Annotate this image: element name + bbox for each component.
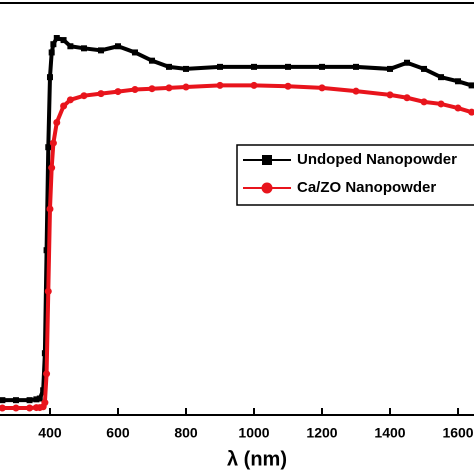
marker (33, 396, 40, 403)
marker (352, 87, 360, 95)
marker (12, 397, 19, 404)
legend-box (236, 144, 474, 206)
marker (182, 65, 189, 72)
marker (46, 74, 53, 81)
marker (0, 404, 6, 412)
x-tick-label: 400 (38, 425, 62, 441)
marker (60, 37, 67, 44)
marker (165, 84, 173, 92)
marker (468, 82, 474, 89)
marker (97, 47, 104, 54)
marker (387, 65, 394, 72)
marker (182, 83, 190, 91)
marker (0, 397, 6, 404)
marker (455, 78, 462, 85)
marker (437, 100, 445, 108)
series-line (2, 35, 473, 403)
marker (438, 74, 445, 81)
marker (131, 86, 139, 94)
marker (53, 118, 61, 126)
marker (114, 43, 121, 50)
marker (48, 49, 55, 56)
marker (468, 108, 474, 116)
legend-marker (262, 155, 272, 165)
x-tick-label: 1000 (238, 425, 269, 441)
marker (353, 63, 360, 70)
marker (53, 35, 60, 42)
marker (50, 41, 57, 48)
marker (285, 63, 292, 70)
marker (250, 81, 258, 89)
marker (46, 205, 54, 213)
marker (97, 90, 105, 98)
x-tick-label: 800 (174, 425, 198, 441)
marker (148, 85, 156, 93)
marker (60, 102, 68, 110)
marker (45, 144, 52, 151)
marker (67, 43, 74, 50)
marker (48, 164, 56, 172)
marker (43, 247, 50, 254)
marker (165, 63, 172, 70)
legend-label: Ca/ZO Nanopowder (297, 179, 436, 196)
marker (66, 96, 74, 104)
marker (454, 104, 462, 112)
marker (80, 45, 87, 52)
marker (41, 399, 49, 407)
marker (284, 82, 292, 90)
marker (12, 404, 20, 412)
marker (216, 81, 224, 89)
marker (49, 139, 57, 147)
marker (251, 63, 258, 70)
marker (43, 370, 51, 378)
marker (319, 63, 326, 70)
marker (26, 404, 34, 412)
x-tick-label: 1400 (374, 425, 405, 441)
marker (216, 63, 223, 70)
marker (40, 387, 47, 394)
marker (403, 94, 411, 102)
marker (36, 395, 43, 402)
marker (318, 84, 326, 92)
x-axis-title: λ (nm) (227, 448, 287, 470)
marker (80, 92, 88, 100)
x-tick-label: 1200 (306, 425, 337, 441)
x-tick-label: 1600 (442, 425, 473, 441)
marker (421, 65, 428, 72)
marker (114, 88, 122, 96)
series-line (2, 83, 473, 410)
marker (404, 59, 411, 66)
marker (386, 91, 394, 99)
marker (26, 397, 33, 404)
legend-marker (261, 182, 273, 194)
marker (148, 57, 155, 64)
x-tick-label: 600 (106, 425, 130, 441)
marker (131, 49, 138, 56)
marker (44, 287, 52, 295)
legend-label: Undoped Nanopowder (297, 151, 457, 168)
marker (41, 350, 48, 357)
marker (420, 98, 428, 106)
